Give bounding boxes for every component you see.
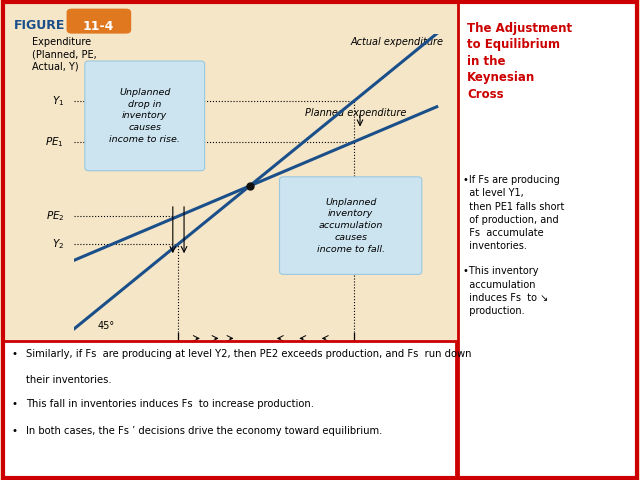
Text: •: • (12, 349, 17, 359)
Text: $Y_2$: $Y_2$ (172, 355, 184, 369)
Text: Actual expenditure: Actual expenditure (351, 36, 444, 47)
Text: Income, output, Y: Income, output, Y (365, 358, 452, 368)
Text: FIGURE: FIGURE (14, 19, 65, 32)
Text: This fall in inventories induces Fs  to increase production.: This fall in inventories induces Fs to i… (26, 399, 314, 409)
Text: •This inventory
  accumulation
  induces Fs  to ↘
  production.: •This inventory accumulation induces Fs … (463, 266, 548, 316)
Text: Planned expenditure: Planned expenditure (305, 108, 407, 118)
Text: Expenditure
(Planned, PE,
Actual, Y): Expenditure (Planned, PE, Actual, Y) (33, 36, 97, 72)
Text: •If Fs are producing
  at level Y1,
  then PE1 falls short
  of production, and
: •If Fs are producing at level Y1, then P… (463, 175, 564, 251)
FancyBboxPatch shape (209, 363, 291, 408)
Text: •: • (12, 399, 17, 409)
Text: their inventories.: their inventories. (26, 375, 111, 385)
Text: Unplanned
inventory
accumulation
causes
income to fall.: Unplanned inventory accumulation causes … (317, 198, 385, 254)
Text: 11-4: 11-4 (83, 20, 115, 33)
Text: Unplanned
drop in
inventory
causes
income to rise.: Unplanned drop in inventory causes incom… (109, 88, 180, 144)
Text: Equilibrium
income: Equilibrium income (223, 375, 276, 396)
Text: $PE_2$: $PE_2$ (45, 209, 64, 223)
FancyBboxPatch shape (85, 61, 205, 171)
FancyBboxPatch shape (280, 177, 422, 275)
Text: •: • (12, 426, 17, 436)
Text: $Y_1$: $Y_1$ (348, 355, 360, 369)
Text: $PE_1$: $PE_1$ (45, 135, 64, 148)
Text: In both cases, the Fs ’ decisions drive the economy toward equilibrium.: In both cases, the Fs ’ decisions drive … (26, 426, 382, 436)
Text: $Y_2$: $Y_2$ (52, 237, 64, 251)
Text: The Adjustment
to Equilibrium
in the
Keynesian
Cross: The Adjustment to Equilibrium in the Key… (467, 22, 572, 101)
Text: Similarly, if Fs  are producing at level Y2, then PE2 exceeds production, and Fs: Similarly, if Fs are producing at level … (26, 349, 471, 359)
Text: $Y_1$: $Y_1$ (52, 94, 64, 108)
Text: 45°: 45° (98, 321, 115, 331)
